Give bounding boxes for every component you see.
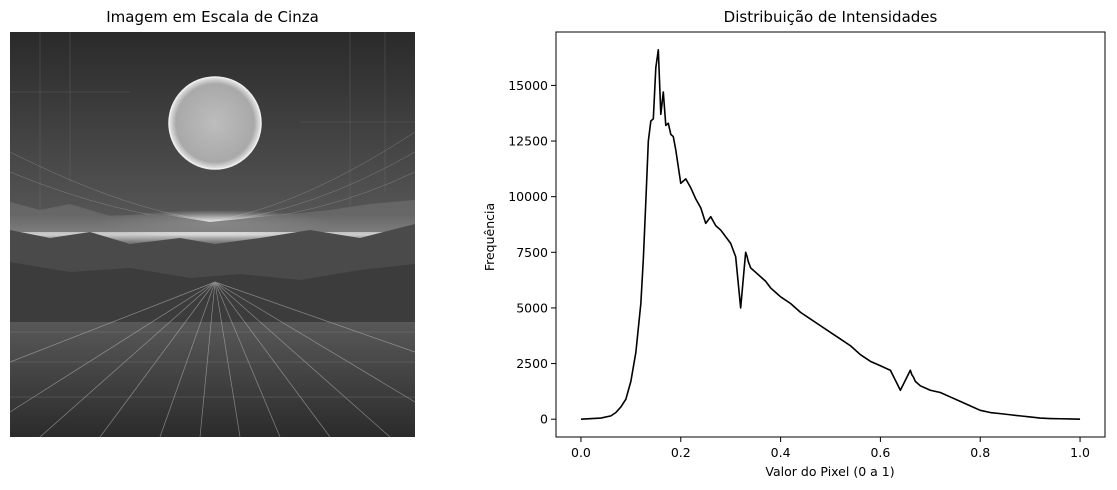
image-title: Imagem em Escala de Cinza [106,8,319,26]
x-tick-label: 0.8 [970,445,990,460]
x-tick-label: 0.2 [671,445,691,460]
chart-title: Distribuição de Intensidades [723,8,938,26]
x-tick-label: 0.0 [571,445,591,460]
series-line [580,49,1081,420]
plot-frame [555,31,1106,438]
x-tick-label: 0.6 [870,445,890,460]
x-tick-label: 0.4 [771,445,791,460]
y-tick-label: 0 [540,412,548,427]
y-axis: 0 2500 5000 7500 10000 12500 15000 [508,78,556,427]
y-tick-label: 10000 [508,189,548,204]
y-tick-label: 2500 [516,356,548,371]
y-tick-label: 12500 [508,134,548,149]
x-axis-label: Valor do Pixel (0 a 1) [765,464,894,479]
grayscale-image-art [10,32,415,437]
x-tick-label: 1.0 [1070,445,1090,460]
y-tick-label: 15000 [508,78,548,93]
x-axis: 0.0 0.2 0.4 0.6 0.8 1.0 [571,437,1090,460]
y-axis-label: Frequência [482,203,497,271]
y-tick-label: 7500 [516,245,548,260]
series-group [580,49,1081,420]
y-tick-label: 5000 [516,300,548,315]
grayscale-image [10,32,415,437]
